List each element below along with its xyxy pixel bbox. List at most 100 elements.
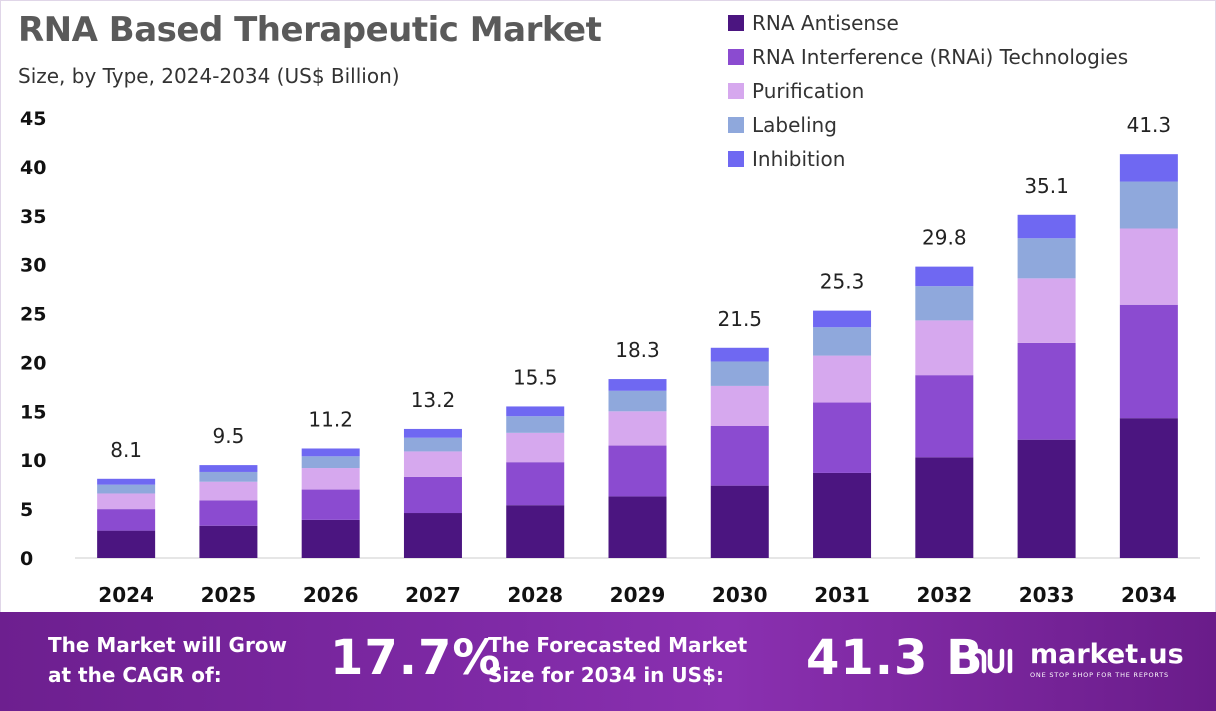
bar-segment-purification-2027 — [403, 451, 462, 477]
bar-total-label: 9.5 — [213, 424, 245, 448]
bar-group-2033: 35.1 — [1017, 174, 1076, 558]
cagr-value: 17.7% — [330, 630, 502, 686]
bar-total-label: 25.3 — [820, 270, 865, 294]
bar-segment-purification-2034 — [1119, 228, 1178, 305]
bar-segment-purification-2024 — [97, 493, 156, 510]
x-tick-label: 2024 — [98, 583, 154, 607]
x-tick-label: 2032 — [916, 583, 972, 607]
bar-segment-rna-antisense-2032 — [915, 457, 974, 558]
brand-tagline: ONE STOP SHOP FOR THE REPORTS — [1030, 671, 1169, 679]
bar-segment-purification-2025 — [199, 481, 258, 501]
bar-group-2032: 29.8 — [915, 226, 974, 558]
bar-segment-inhibition-2034 — [1119, 154, 1178, 182]
bar-segment-inhibition-2030 — [710, 347, 769, 362]
legend-label: Labeling — [752, 113, 837, 137]
bar-total-label: 21.5 — [718, 307, 763, 331]
bar-group-2031: 25.3 — [813, 270, 872, 558]
y-tick-label: 25 — [20, 304, 46, 326]
bar-group-2024: 8.1 — [97, 438, 156, 558]
legend-swatch — [728, 83, 744, 99]
bar-segment-inhibition-2026 — [301, 448, 360, 457]
bar-segment-labeling-2024 — [97, 484, 156, 494]
bar-segment-inhibition-2033 — [1017, 214, 1076, 239]
bar-segment-rna-interference-rnai-technologies-2033 — [1017, 342, 1076, 440]
legend-label: RNA Antisense — [752, 11, 899, 35]
y-tick-label: 40 — [20, 157, 46, 179]
bar-segment-inhibition-2024 — [97, 478, 156, 485]
bar-segment-rna-antisense-2028 — [506, 505, 565, 558]
x-tick-label: 2033 — [1019, 583, 1075, 607]
bar-segment-inhibition-2027 — [403, 428, 462, 438]
legend-label: Purification — [752, 79, 865, 103]
bar-segment-labeling-2030 — [710, 361, 769, 386]
y-tick-label: 15 — [20, 401, 46, 423]
y-tick-label: 35 — [20, 206, 46, 228]
bar-group-2025: 9.5 — [199, 424, 258, 558]
x-tick-label: 2034 — [1121, 583, 1177, 607]
legend-item: Inhibition — [728, 142, 1128, 176]
bar-group-2028: 15.5 — [506, 365, 565, 558]
bar-segment-purification-2032 — [915, 320, 974, 376]
bar-segment-rna-antisense-2026 — [301, 519, 360, 558]
bar-segment-rna-interference-rnai-technologies-2025 — [199, 500, 258, 526]
bar-segment-rna-interference-rnai-technologies-2029 — [608, 445, 667, 497]
bar-segment-labeling-2031 — [813, 327, 872, 356]
bar-segment-purification-2033 — [1017, 278, 1076, 343]
x-tick-label: 2030 — [712, 583, 768, 607]
bars: 8.1 9.5 11.2 13.2 15.5 18.3 21.5 25.3 29.8 35.1 41… — [97, 113, 1178, 558]
bar-group-2029: 18.3 — [608, 338, 667, 558]
bar-segment-labeling-2028 — [506, 416, 565, 433]
bar-segment-rna-antisense-2027 — [403, 513, 462, 558]
forecast-value: 41.3 B — [806, 630, 984, 686]
y-tick-label: 0 — [20, 548, 33, 570]
bar-group-2026: 11.2 — [301, 407, 360, 558]
y-tick-label: 5 — [20, 499, 33, 521]
bar-segment-labeling-2032 — [915, 286, 974, 321]
bar-segment-inhibition-2025 — [199, 465, 258, 472]
bar-segment-rna-interference-rnai-technologies-2026 — [301, 489, 360, 520]
legend-swatch — [728, 117, 744, 133]
bar-group-2027: 13.2 — [403, 388, 462, 558]
bar-total-label: 18.3 — [615, 338, 660, 362]
bar-segment-rna-antisense-2025 — [199, 525, 258, 558]
bar-segment-rna-interference-rnai-technologies-2028 — [506, 462, 565, 506]
brand-logo: market.us ONE STOP SHOP FOR THE REPORTS — [968, 640, 1184, 679]
cagr-label: The Market will Grow at the CAGR of: — [48, 633, 288, 687]
forecast-label: The Forecasted Market Size for 2034 in U… — [488, 633, 748, 687]
bar-total-label: 15.5 — [513, 365, 558, 389]
bar-segment-labeling-2027 — [403, 437, 462, 452]
chart-subtitle: Size, by Type, 2024-2034 (US$ Billion) — [18, 64, 400, 88]
bar-segment-rna-interference-rnai-technologies-2030 — [710, 426, 769, 486]
bar-total-label: 8.1 — [110, 438, 142, 462]
bar-total-label: 35.1 — [1024, 174, 1069, 198]
bar-segment-inhibition-2032 — [915, 266, 974, 287]
legend: RNA Antisense RNA Interference (RNAi) Tec… — [728, 6, 1128, 176]
bar-segment-labeling-2026 — [301, 456, 360, 469]
legend-item: RNA Interference (RNAi) Technologies — [728, 40, 1128, 74]
legend-label: Inhibition — [752, 147, 846, 171]
x-tick-label: 2026 — [303, 583, 359, 607]
legend-swatch — [728, 49, 744, 65]
x-axis: 2024 2025 2026 2027 2028 2029 2030 2031 2032 2033… — [98, 583, 1176, 607]
bar-segment-rna-antisense-2034 — [1119, 418, 1178, 558]
y-axis: 0 5 10 15 20 25 30 35 40 45 — [20, 108, 46, 570]
bar-segment-rna-interference-rnai-technologies-2032 — [915, 375, 974, 458]
bar-segment-inhibition-2029 — [608, 379, 667, 391]
bar-total-label: 13.2 — [411, 388, 456, 412]
bar-total-label: 41.3 — [1127, 113, 1172, 137]
y-tick-label: 45 — [20, 108, 46, 130]
bar-segment-purification-2031 — [813, 355, 872, 403]
bar-segment-rna-interference-rnai-technologies-2031 — [813, 402, 872, 473]
legend-item: Purification — [728, 74, 1128, 108]
bar-segment-rna-antisense-2024 — [97, 530, 156, 558]
x-tick-label: 2027 — [405, 583, 461, 607]
legend-label: RNA Interference (RNAi) Technologies — [752, 45, 1129, 69]
bar-segment-purification-2026 — [301, 468, 360, 490]
y-tick-label: 10 — [20, 450, 46, 472]
bar-segment-rna-antisense-2033 — [1017, 439, 1076, 558]
bar-segment-purification-2029 — [608, 411, 667, 446]
bar-segment-rna-antisense-2030 — [710, 485, 769, 558]
bar-group-2034: 41.3 — [1119, 113, 1178, 558]
bar-segment-rna-interference-rnai-technologies-2024 — [97, 509, 156, 531]
